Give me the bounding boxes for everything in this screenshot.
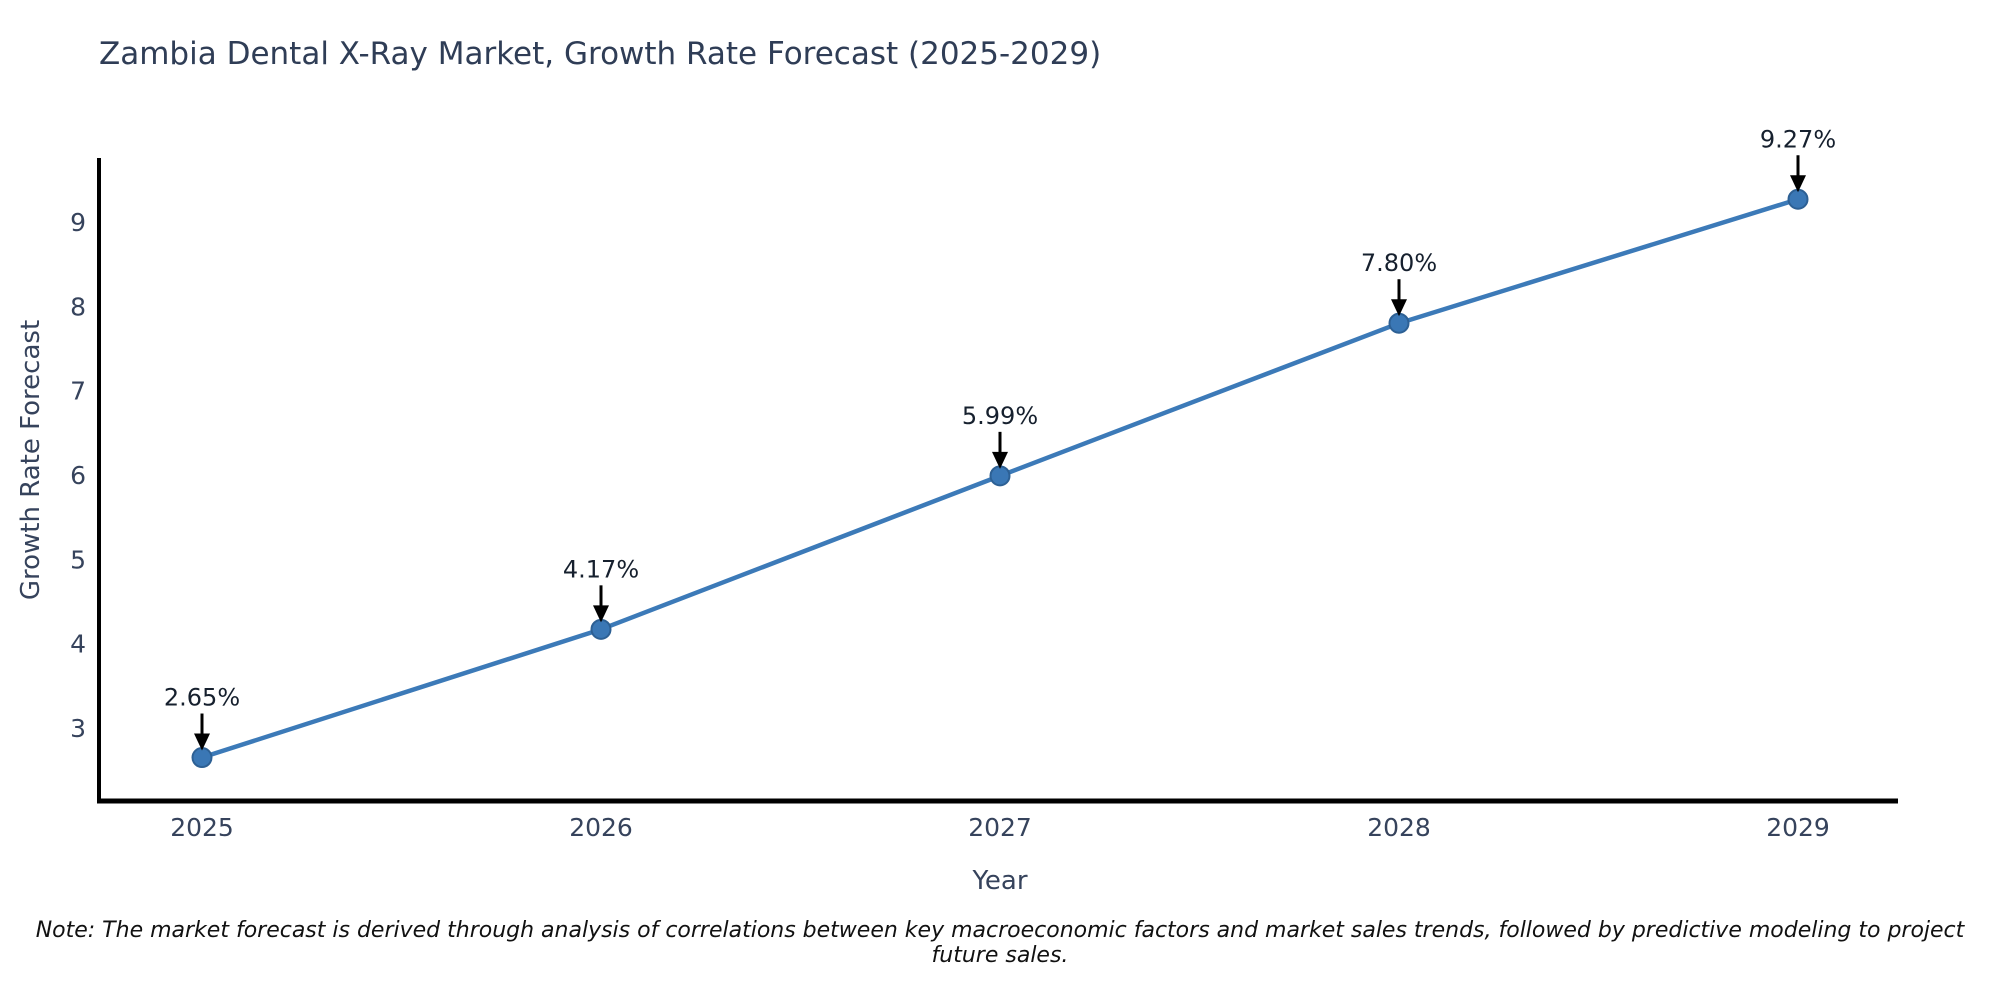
data-point-marker [989, 465, 1011, 487]
point-annotation-label: 2.65% [164, 684, 240, 712]
x-tick-label: 2027 [968, 813, 1032, 842]
y-tick-label: 3 [70, 714, 86, 743]
annotation-arrow-head [593, 605, 609, 623]
y-tick-label: 7 [70, 377, 86, 406]
annotation-arrow-head [194, 733, 210, 751]
annotation-arrow-head [992, 451, 1008, 469]
y-axis-spine [97, 158, 101, 803]
y-tick-label: 5 [70, 545, 86, 574]
y-tick-label: 8 [70, 292, 86, 321]
annotation-arrow-head [1391, 299, 1407, 317]
x-tick-label: 2025 [170, 813, 234, 842]
data-point-marker [191, 747, 213, 769]
point-annotation-label: 5.99% [962, 402, 1038, 430]
y-tick-label: 6 [70, 461, 86, 490]
footnote: Note: The market forecast is derived thr… [35, 918, 1965, 968]
point-annotation-label: 7.80% [1361, 249, 1437, 277]
point-annotation-label: 4.17% [563, 555, 639, 583]
annotation-arrow-head [1790, 175, 1806, 193]
x-axis-spine [97, 798, 1898, 804]
x-axis-title: Year [972, 866, 1028, 896]
x-tick-label: 2028 [1367, 813, 1431, 842]
data-point-marker [1388, 312, 1410, 334]
point-annotation-label: 9.27% [1760, 125, 1836, 153]
y-tick-label: 9 [70, 208, 86, 237]
x-tick-label: 2026 [569, 813, 633, 842]
x-tick-label: 2029 [1766, 813, 1830, 842]
y-tick-label: 4 [70, 630, 86, 659]
data-point-marker [1787, 188, 1809, 210]
chart-title: Zambia Dental X-Ray Market, Growth Rate … [99, 36, 1102, 72]
data-point-marker [590, 618, 612, 640]
